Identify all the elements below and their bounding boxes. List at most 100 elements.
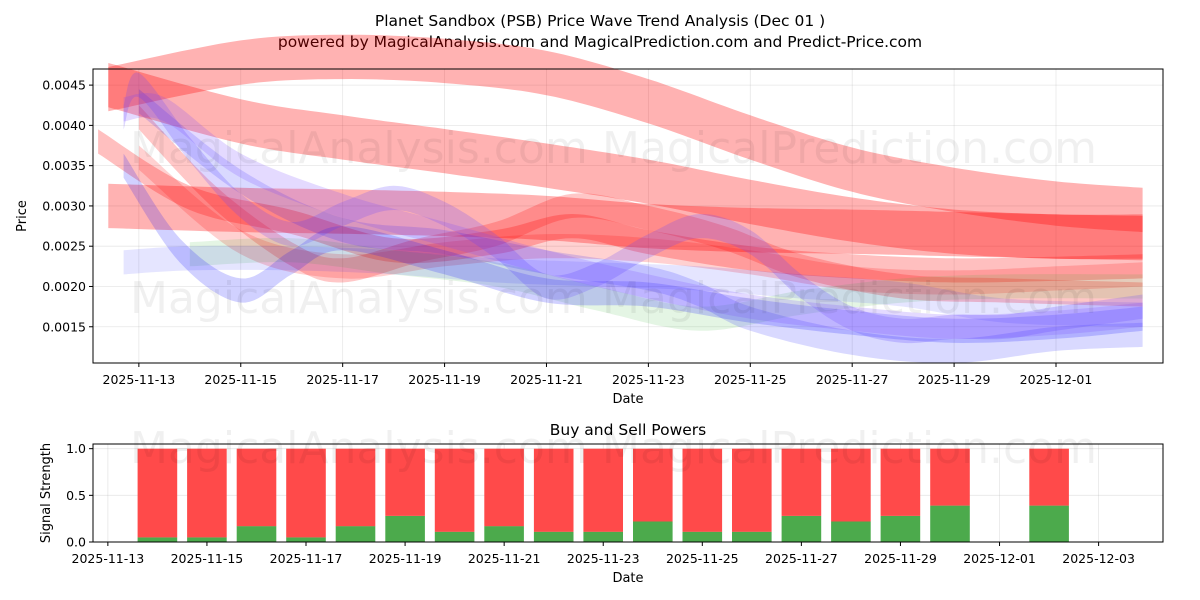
sell-bar	[682, 448, 723, 532]
buy-bar	[533, 531, 574, 542]
price-wave-band	[108, 183, 1143, 261]
buy-bar	[682, 531, 723, 542]
buy-bar	[880, 515, 921, 542]
price-x-axis-label: Date	[612, 392, 643, 407]
signal-watermarks: MagicalAnalysis.com MagicalPrediction.co…	[130, 423, 1097, 474]
price-y-axis: 0.0015 0.0020 0.0025 0.0030 0.0035 0.0040 0.00…	[42, 78, 93, 334]
sell-bar	[1029, 448, 1069, 506]
price-y-tick-label: 0.0040	[42, 118, 86, 133]
signal-y-tick-label: 1.0	[66, 441, 86, 456]
price-x-tick-label: 2025-11-21	[510, 372, 583, 387]
price-wave-band	[108, 63, 1143, 259]
signal-y-tick-label: 0.5	[66, 488, 86, 503]
signal-x-axis-label: Date	[612, 571, 643, 586]
price-y-tick-label: 0.0035	[42, 158, 86, 173]
watermark-text: MagicalAnalysis.com	[130, 273, 588, 324]
price-watermarks: MagicalAnalysis.com MagicalPrediction.co…	[130, 123, 1097, 324]
signal-x-tick-label: 2025-11-29	[864, 551, 937, 566]
signal-x-tick-label: 2025-11-15	[171, 551, 244, 566]
price-x-tick-label: 2025-11-23	[612, 372, 685, 387]
buy-bar	[831, 521, 871, 542]
price-x-tick-label: 2025-11-27	[816, 372, 889, 387]
signal-x-tick-label: 2025-12-03	[1062, 551, 1135, 566]
price-wave-band	[123, 153, 1143, 343]
signal-chart-title: Buy and Sell Powers	[550, 421, 707, 439]
watermark-text: MagicalPrediction.com	[602, 123, 1097, 174]
buy-bar	[583, 531, 623, 542]
signal-x-tick-label: 2025-11-25	[666, 551, 739, 566]
price-wave-band	[123, 93, 1143, 339]
price-y-tick-label: 0.0015	[42, 319, 86, 334]
watermark-text: MagicalPrediction.com	[602, 273, 1097, 324]
signal-x-tick-label: 2025-11-21	[468, 551, 541, 566]
price-y-tick-label: 0.0045	[42, 78, 86, 93]
price-wave-band	[108, 34, 1143, 233]
signal-plot-frame	[92, 443, 1164, 543]
price-chart: MagicalAnalysis.com MagicalPrediction.co…	[15, 34, 1164, 407]
price-y-tick-label: 0.0030	[42, 198, 86, 213]
signal-x-axis: 2025-11-13 2025-11-15 2025-11-17 2025-11-19…	[72, 542, 1135, 566]
price-wave-bands	[98, 34, 1143, 364]
buy-bar	[930, 505, 970, 542]
sell-bar	[880, 448, 921, 516]
price-grid	[93, 69, 1163, 363]
buy-bar	[286, 537, 326, 542]
price-x-axis: 2025-11-13 2025-11-15 2025-11-17 2025-11-19…	[103, 363, 1093, 387]
signal-x-tick-label: 2025-11-23	[567, 551, 640, 566]
sell-bar	[335, 448, 376, 527]
signal-y-tick-label: 0.0	[66, 535, 86, 550]
sell-bar	[385, 448, 425, 516]
watermark-text: MagicalAnalysis.com	[130, 123, 588, 174]
watermark-text: MagicalPrediction.com	[602, 423, 1097, 474]
price-x-tick-label: 2025-12-01	[1020, 372, 1093, 387]
signal-x-tick-label: 2025-11-27	[765, 551, 838, 566]
signal-chart: Buy and Sell Powers MagicalAnalysis.com …	[39, 421, 1164, 586]
signal-y-axis: 0.0 0.5 1.0	[66, 441, 93, 550]
price-x-tick-label: 2025-11-29	[918, 372, 991, 387]
chart-title-line1: Planet Sandbox (PSB) Price Wave Trend An…	[375, 12, 825, 30]
buy-bar	[434, 531, 475, 542]
sell-bar	[236, 448, 277, 527]
buy-bar	[385, 515, 425, 542]
price-plot-frame	[92, 68, 1164, 364]
buy-bar	[633, 521, 673, 542]
price-y-tick-label: 0.0025	[42, 239, 86, 254]
price-wave-band	[138, 105, 1143, 307]
signal-x-tick-label: 2025-11-17	[270, 551, 343, 566]
sell-bar	[187, 448, 227, 538]
price-wave-band	[123, 245, 1143, 327]
price-x-tick-label: 2025-11-15	[204, 372, 277, 387]
sell-bar	[831, 448, 871, 522]
buy-bar	[484, 526, 524, 542]
price-wave-band	[98, 129, 1143, 283]
signal-x-tick-label: 2025-12-01	[963, 551, 1036, 566]
buy-bar	[335, 526, 376, 542]
signal-y-axis-label: Signal Strength	[39, 443, 54, 543]
price-x-tick-label: 2025-11-17	[306, 372, 379, 387]
price-wave-band	[138, 145, 1143, 295]
buy-bar	[187, 537, 227, 542]
signal-x-tick-label: 2025-11-19	[369, 551, 442, 566]
price-wave-band	[138, 89, 1143, 364]
buy-bar	[1029, 505, 1069, 542]
buy-bar	[137, 537, 178, 542]
price-x-tick-label: 2025-11-13	[103, 372, 176, 387]
price-wave-band	[123, 72, 1143, 344]
sell-bar	[484, 448, 524, 527]
price-y-tick-label: 0.0020	[42, 279, 86, 294]
sell-bar	[633, 448, 673, 522]
chart-title-line2: powered by MagicalAnalysis.com and Magic…	[278, 33, 922, 51]
sell-bar	[930, 448, 970, 506]
price-y-axis-label: Price	[15, 200, 30, 232]
buy-bar	[732, 531, 772, 542]
signal-x-tick-label: 2025-11-13	[72, 551, 145, 566]
buy-bar	[236, 526, 277, 542]
watermark-text: MagicalAnalysis.com	[130, 423, 588, 474]
buy-bar	[781, 515, 822, 542]
sell-bar	[137, 448, 178, 538]
sell-bar	[286, 448, 326, 538]
sell-bar	[732, 448, 772, 532]
signal-bars	[137, 448, 1069, 542]
price-wave-band	[189, 237, 1143, 331]
